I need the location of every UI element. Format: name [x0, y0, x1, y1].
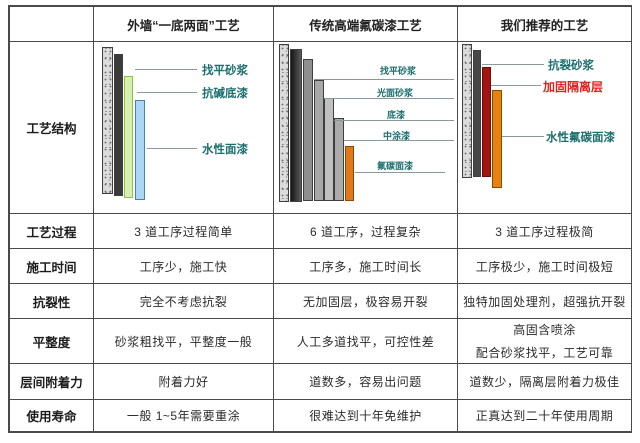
leader-line: [482, 64, 544, 65]
diagram-recommended-process: 抗裂砂浆 加固隔离层 水性氟碳面漆: [458, 42, 632, 214]
layer-label: 底漆: [387, 110, 406, 120]
layer-bar-topcoat: [135, 100, 145, 200]
header-col-traditional: 传统高端氟碳漆工艺: [274, 7, 458, 42]
leader-line: [344, 140, 454, 141]
cell-flatness-standard: 砂浆粗找平，平整度一般: [94, 319, 274, 364]
layer-label: 中涂漆: [383, 131, 411, 141]
layer-bar-mortar-2: [314, 80, 324, 201]
leader-line: [334, 120, 454, 121]
layer-label: 找平砂浆: [202, 65, 248, 77]
cell-process-standard: 3 道工序过程简单: [94, 214, 274, 249]
diagram-traditional-process: 找平砂浆 光面砂浆 底漆 中涂漆 氟碳面漆: [274, 42, 458, 214]
layer-label: 氟碳面漆: [377, 161, 414, 171]
layer-bar-dark: [114, 54, 123, 196]
flatness-line2: 配合砂浆找平，工艺可靠: [475, 346, 614, 360]
layer-label: 水性面漆: [202, 144, 248, 156]
layer-label-highlight: 加固隔离层: [543, 80, 604, 94]
cell-lifespan-traditional: 很难达到十年免维护: [274, 400, 458, 432]
diagram-standard-process: 找平砂浆 抗碱底漆 水性面漆: [94, 42, 274, 214]
cell-adhesion-traditional: 道数多，容易出问题: [274, 364, 458, 400]
cell-adhesion-standard: 附着力好: [94, 364, 274, 400]
header-col-recommended: 我们推荐的工艺: [458, 7, 632, 42]
row-label-structure: 工艺结构: [10, 42, 94, 214]
row-label-flatness: 平整度: [10, 319, 94, 364]
layer-bar-topcoat: [492, 90, 502, 188]
wall-layer-bar: [462, 44, 472, 178]
cell-flatness-traditional: 人工多道找平，可控性差: [274, 319, 458, 364]
row-label-crack: 抗裂性: [10, 284, 94, 319]
cell-time-traditional: 工序多，施工时间长: [274, 249, 458, 284]
leader-line: [147, 148, 197, 149]
layer-bar-mortar-1: [303, 59, 313, 201]
wall-layer-bar: [279, 44, 289, 202]
leader-line: [135, 69, 197, 70]
layer-label: 抗裂砂浆: [548, 60, 594, 72]
cell-time-recommended: 工序极少，施工时间极短: [458, 249, 632, 284]
cell-process-traditional: 6 道工序，过程复杂: [274, 214, 458, 249]
layer-label: 水性氟碳面漆: [546, 132, 615, 144]
cell-adhesion-recommended: 道数少，隔离层附着力极佳: [458, 364, 632, 400]
cell-lifespan-standard: 一般 1~5年需要重涂: [94, 400, 274, 432]
layer-bar-fluorocarbon: [345, 146, 354, 201]
row-label-adhesion: 层间附着力: [10, 364, 94, 400]
row-label-time: 施工时间: [10, 249, 94, 284]
row-label-process: 工艺过程: [10, 214, 94, 249]
layer-bar-dark: [473, 50, 481, 177]
cell-process-recommended: 3 道工序过程极简: [458, 214, 632, 249]
layer-bar-isolation: [482, 67, 491, 177]
leader-line: [502, 136, 544, 137]
comparison-table: 外墙“一底两面”工艺 传统高端氟碳漆工艺 我们推荐的工艺 工艺结构 找平砂浆 抗…: [8, 5, 632, 433]
cell-time-standard: 工序少，施工快: [94, 249, 274, 284]
cell-flatness-recommended: 高固含喷涂 配合砂浆找平，工艺可靠: [458, 319, 632, 364]
layer-bar-dark: [290, 49, 302, 202]
cell-lifespan-recommended: 正真达到二十年使用周期: [458, 400, 632, 432]
layer-label: 抗碱底漆: [202, 88, 248, 100]
leader-line: [324, 98, 454, 99]
cell-crack-standard: 完全不考虑抗裂: [94, 284, 274, 319]
layer-bar-primer: [324, 98, 334, 201]
cell-crack-traditional: 无加固层，极容易开裂: [274, 284, 458, 319]
leader-line: [355, 172, 445, 173]
wall-layer-bar: [102, 47, 113, 194]
leader-line: [491, 85, 541, 86]
cell-crack-recommended: 独特加固处理剂，超强抗开裂: [458, 284, 632, 319]
flatness-line1: 高固含喷涂: [513, 323, 576, 337]
header-col-standard: 外墙“一底两面”工艺: [94, 7, 274, 42]
row-label-lifespan: 使用寿命: [10, 400, 94, 432]
leader-line: [137, 92, 197, 93]
header-corner-cell: [10, 7, 94, 42]
layer-bar-midcoat: [334, 118, 344, 201]
leader-line: [314, 79, 454, 80]
layer-label: 光面砂浆: [377, 88, 414, 98]
layer-label: 找平砂浆: [380, 66, 417, 76]
layer-bar-primer: [124, 76, 133, 198]
